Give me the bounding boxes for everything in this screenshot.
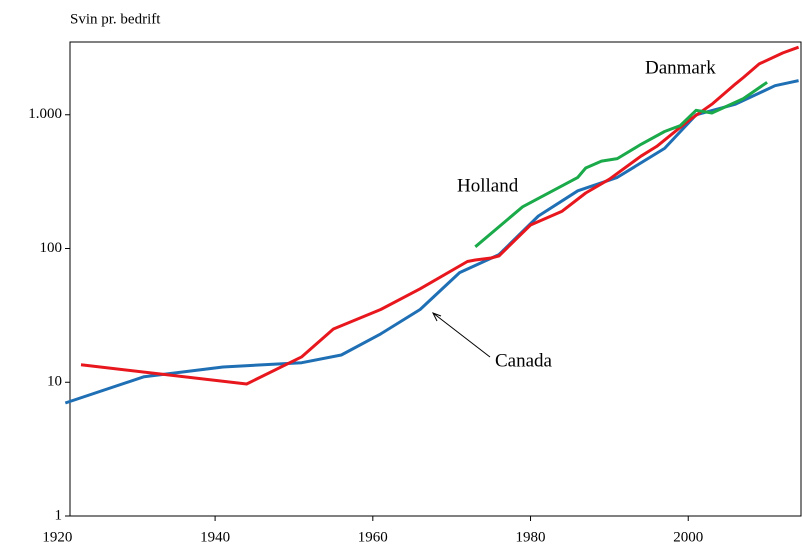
y-axis-label: Svin pr. bedrift — [70, 11, 161, 27]
series-line — [64, 79, 799, 405]
annotation-arrow — [432, 312, 491, 358]
annotation: Holland — [457, 175, 519, 196]
x-tick-label: 1940 — [200, 529, 230, 545]
x-tick-label: 1980 — [516, 529, 546, 545]
x-tick-label: 2000 — [673, 529, 703, 545]
plot-frame — [69, 41, 802, 517]
annotation: Danmark — [645, 57, 716, 78]
x-tick-label: 1920 — [42, 529, 72, 545]
y-tick-label: 100 — [40, 240, 63, 256]
x-tick-label: 1960 — [358, 529, 388, 545]
arrow-head — [431, 312, 442, 322]
y-tick-label: 10 — [47, 374, 62, 390]
series-line — [80, 45, 800, 386]
y-tick-label: 1.000 — [28, 106, 62, 122]
annotation: Canada — [495, 350, 553, 371]
series-line — [474, 81, 768, 248]
y-tick-label: 1 — [55, 507, 63, 523]
